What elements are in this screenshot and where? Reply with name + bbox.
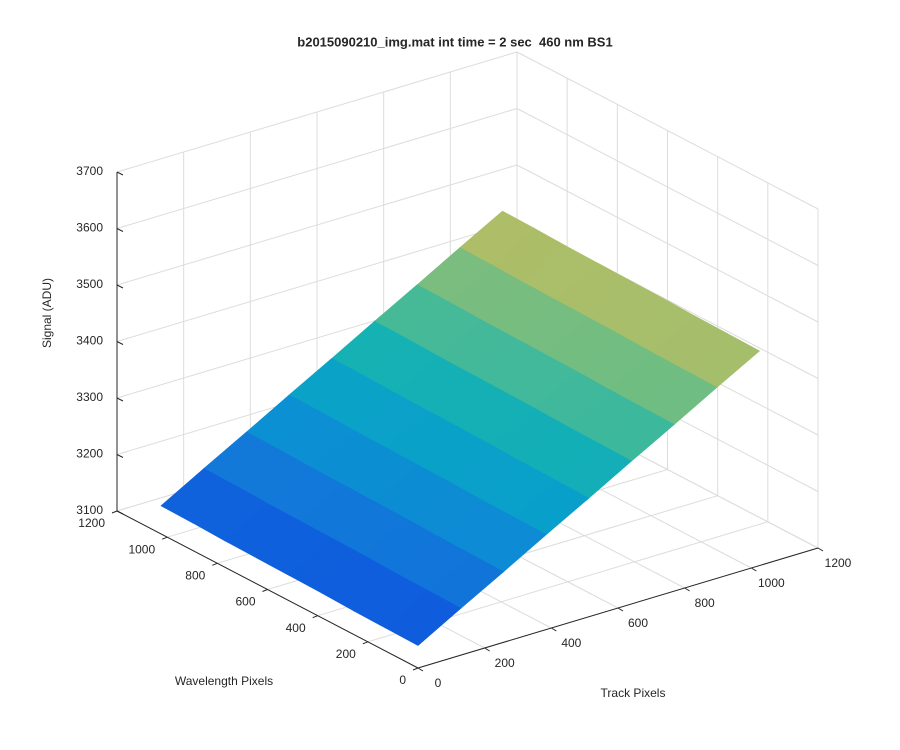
- z-tick-mark: [116, 454, 124, 458]
- z-tick-mark: [116, 171, 124, 176]
- y-tick-label: 0: [399, 673, 406, 687]
- z-tick-label: 3400: [76, 334, 103, 348]
- y-tick-mark: [412, 667, 419, 671]
- grid-line: [516, 108, 819, 266]
- y-tick-mark: [161, 536, 168, 540]
- z-tick-mark: [116, 228, 124, 232]
- y-tick-mark: [312, 615, 318, 619]
- z-tick-mark: [116, 397, 124, 402]
- surface-layer: [160, 210, 761, 646]
- surface-patch: [385, 590, 462, 646]
- x-tick-label: 600: [628, 616, 648, 630]
- z-tick-label: 3500: [76, 277, 103, 291]
- grid-line: [516, 164, 819, 323]
- y-tick-mark: [212, 562, 218, 566]
- y-tick-label: 400: [286, 621, 306, 635]
- x-tick-label: 1000: [758, 576, 785, 590]
- z-tick-label: 3300: [76, 390, 103, 404]
- y-axis-title: Wavelength Pixels: [175, 674, 273, 688]
- grid-line: [116, 221, 518, 342]
- z-tick-label: 3200: [76, 447, 103, 461]
- x-tick-mark: [617, 607, 624, 612]
- x-tick-mark: [417, 667, 424, 672]
- x-tick-mark: [551, 627, 557, 632]
- y-tick-label: 1200: [78, 516, 105, 530]
- grid-line: [116, 164, 518, 286]
- x-axis-title: Track Pixels: [601, 686, 666, 700]
- z-tick-mark: [116, 510, 124, 515]
- grid-line: [516, 51, 819, 210]
- x-tick-label: 0: [435, 676, 442, 690]
- x-tick-mark: [484, 647, 490, 652]
- grid-line: [116, 108, 518, 229]
- y-tick-label: 200: [336, 647, 356, 661]
- x-tick-mark: [817, 547, 824, 552]
- x-tick-label: 1200: [825, 556, 852, 570]
- y-tick-mark: [111, 510, 118, 514]
- y-tick-label: 1000: [128, 542, 155, 556]
- x-tick-label: 200: [495, 656, 515, 670]
- z-tick-label: 3700: [76, 164, 103, 178]
- z-axis-title: Signal (ADU): [40, 278, 54, 348]
- z-tick-label: 3100: [76, 503, 103, 517]
- y-tick-label: 800: [185, 569, 205, 583]
- x-tick-mark: [684, 587, 690, 592]
- z-tick-mark: [116, 341, 124, 345]
- y-tick-label: 600: [235, 595, 255, 609]
- grid-line: [116, 51, 518, 173]
- z-tick-mark: [116, 284, 124, 289]
- x-tick-label: 800: [695, 596, 715, 610]
- x-tick-label: 400: [561, 636, 581, 650]
- x-tick-mark: [751, 567, 757, 572]
- z-tick-label: 3600: [76, 221, 103, 235]
- y-tick-mark: [362, 641, 369, 645]
- y-tick-mark: [262, 589, 268, 592]
- chart-title: b2015090210_img.mat int time = 2 sec 460…: [297, 34, 612, 49]
- axis-layer: 0 200 400 600 800 1000 1200 0 200 400 600 800 1000 12…: [76, 164, 851, 690]
